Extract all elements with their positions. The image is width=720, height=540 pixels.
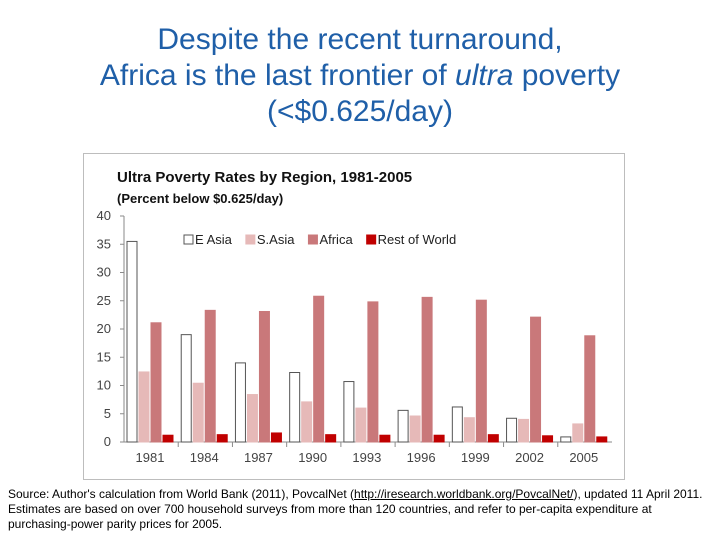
bar-rest-of-world bbox=[487, 434, 499, 443]
x-tick-label: 2005 bbox=[569, 450, 598, 465]
title-line-2-end: poverty bbox=[513, 59, 621, 92]
legend-label: Rest of World bbox=[378, 232, 457, 247]
legend-swatch bbox=[245, 234, 256, 245]
y-tick-label: 30 bbox=[97, 265, 111, 280]
y-tick-label: 0 bbox=[104, 434, 111, 449]
legend-label: E Asia bbox=[195, 232, 233, 247]
x-tick-label: 1981 bbox=[136, 450, 165, 465]
bar-s-asia bbox=[246, 394, 258, 443]
bar-s-asia bbox=[463, 417, 475, 443]
bar-e-asia bbox=[560, 436, 572, 443]
bar-africa bbox=[367, 301, 379, 443]
bar-africa bbox=[584, 335, 596, 443]
legend-swatch bbox=[366, 234, 377, 245]
legend-swatch bbox=[183, 234, 194, 245]
bar-s-asia bbox=[301, 401, 313, 443]
bar-e-asia bbox=[343, 381, 355, 443]
legend-swatch bbox=[307, 234, 318, 245]
slide-title: Despite the recent turnaround, Africa is… bbox=[20, 22, 700, 130]
title-line-1: Despite the recent turnaround, bbox=[157, 23, 563, 56]
x-tick-label: 1999 bbox=[461, 450, 490, 465]
bar-e-asia bbox=[451, 406, 463, 443]
chart-frame: Ultra Poverty Rates by Region, 1981-2005… bbox=[83, 153, 625, 480]
y-tick-label: 40 bbox=[97, 208, 111, 223]
chart-subtitle: (Percent below $0.625/day) bbox=[117, 191, 283, 206]
bar-rest-of-world bbox=[379, 434, 391, 443]
y-tick-label: 35 bbox=[97, 236, 111, 251]
title-line-2-start: Africa is the last frontier of bbox=[99, 59, 456, 92]
bar-e-asia bbox=[234, 362, 246, 443]
bar-e-asia bbox=[506, 417, 518, 443]
x-tick-label: 2002 bbox=[515, 450, 544, 465]
bar-s-asia bbox=[355, 407, 367, 443]
x-tick-label: 1993 bbox=[352, 450, 381, 465]
bar-rest-of-world bbox=[596, 436, 608, 443]
bar-africa bbox=[258, 310, 270, 443]
source-suffix: ), updated 11 April 2011. Estimates are … bbox=[8, 487, 703, 531]
legend-label: Africa bbox=[319, 232, 353, 247]
y-tick-label: 10 bbox=[97, 378, 111, 393]
source-link[interactable]: http://iresearch.worldbank.org/PovcalNet… bbox=[354, 487, 574, 501]
bar-africa bbox=[313, 295, 325, 443]
bar-rest-of-world bbox=[216, 434, 228, 443]
bar-s-asia bbox=[518, 418, 530, 443]
bar-africa bbox=[421, 296, 433, 443]
bar-africa bbox=[150, 322, 162, 443]
chart-title: Ultra Poverty Rates by Region, 1981-2005 bbox=[117, 169, 412, 186]
bar-s-asia bbox=[409, 415, 421, 443]
x-tick-label: 1996 bbox=[407, 450, 436, 465]
bar-e-asia bbox=[126, 240, 138, 443]
title-emphasis: ultra bbox=[455, 59, 514, 92]
bar-e-asia bbox=[180, 334, 192, 443]
bar-africa bbox=[530, 316, 542, 443]
source-prefix: Source: Author's calculation from World … bbox=[8, 487, 355, 501]
bar-rest-of-world bbox=[270, 432, 282, 443]
legend-label: S.Asia bbox=[257, 232, 295, 247]
bar-e-asia bbox=[397, 409, 409, 443]
bar-rest-of-world bbox=[542, 435, 554, 443]
title-line-2: Africa is the last frontier of ultra pov… bbox=[20, 58, 700, 94]
bar-e-asia bbox=[289, 372, 301, 443]
bar-s-asia bbox=[138, 371, 150, 443]
bar-africa bbox=[204, 309, 216, 443]
y-tick-label: 20 bbox=[97, 321, 111, 336]
x-tick-label: 1990 bbox=[298, 450, 327, 465]
y-tick-label: 5 bbox=[104, 406, 111, 421]
y-tick-label: 25 bbox=[97, 293, 111, 308]
bar-rest-of-world bbox=[325, 434, 337, 443]
bar-rest-of-world bbox=[162, 434, 174, 443]
bar-chart: Ultra Poverty Rates by Region, 1981-2005… bbox=[97, 169, 612, 465]
bar-s-asia bbox=[572, 423, 584, 443]
title-line-3: (<$0.625/day) bbox=[267, 95, 453, 128]
source-note: Source: Author's calculation from World … bbox=[8, 487, 708, 532]
bar-rest-of-world bbox=[433, 434, 445, 443]
y-tick-label: 15 bbox=[97, 349, 111, 364]
x-tick-label: 1984 bbox=[190, 450, 219, 465]
bar-africa bbox=[475, 299, 487, 443]
bar-s-asia bbox=[192, 382, 204, 443]
x-tick-label: 1987 bbox=[244, 450, 273, 465]
